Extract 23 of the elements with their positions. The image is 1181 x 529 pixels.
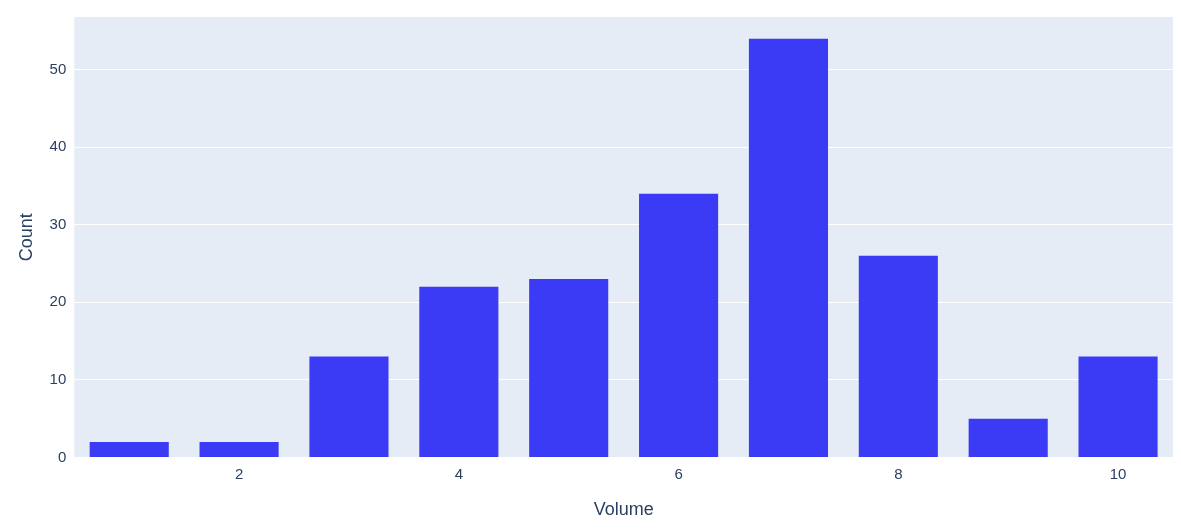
- bar: [639, 193, 719, 457]
- y-tick-label: 50: [49, 59, 67, 77]
- y-axis-title: Count: [15, 213, 36, 262]
- bar: [419, 286, 499, 457]
- bar: [199, 441, 279, 457]
- y-tick-label: 10: [49, 370, 67, 388]
- bar: [968, 418, 1048, 457]
- x-tick-label: 6: [674, 464, 683, 482]
- bar: [1078, 356, 1158, 457]
- y-tick-label: 30: [49, 214, 67, 232]
- y-tick-label: 20: [49, 292, 67, 310]
- x-tick-label: 2: [234, 464, 244, 482]
- bar: [858, 255, 938, 457]
- bar: [89, 441, 169, 457]
- y-tick-label: 0: [57, 447, 67, 465]
- bar: [529, 279, 609, 457]
- x-tick-label: 4: [454, 464, 464, 482]
- bar: [309, 356, 389, 457]
- y-tick-label: 40: [49, 137, 67, 155]
- x-tick-label: 8: [894, 464, 903, 482]
- bar: [748, 38, 828, 457]
- x-axis-title: Volume: [593, 499, 654, 520]
- x-tick-label: 10: [1109, 464, 1127, 482]
